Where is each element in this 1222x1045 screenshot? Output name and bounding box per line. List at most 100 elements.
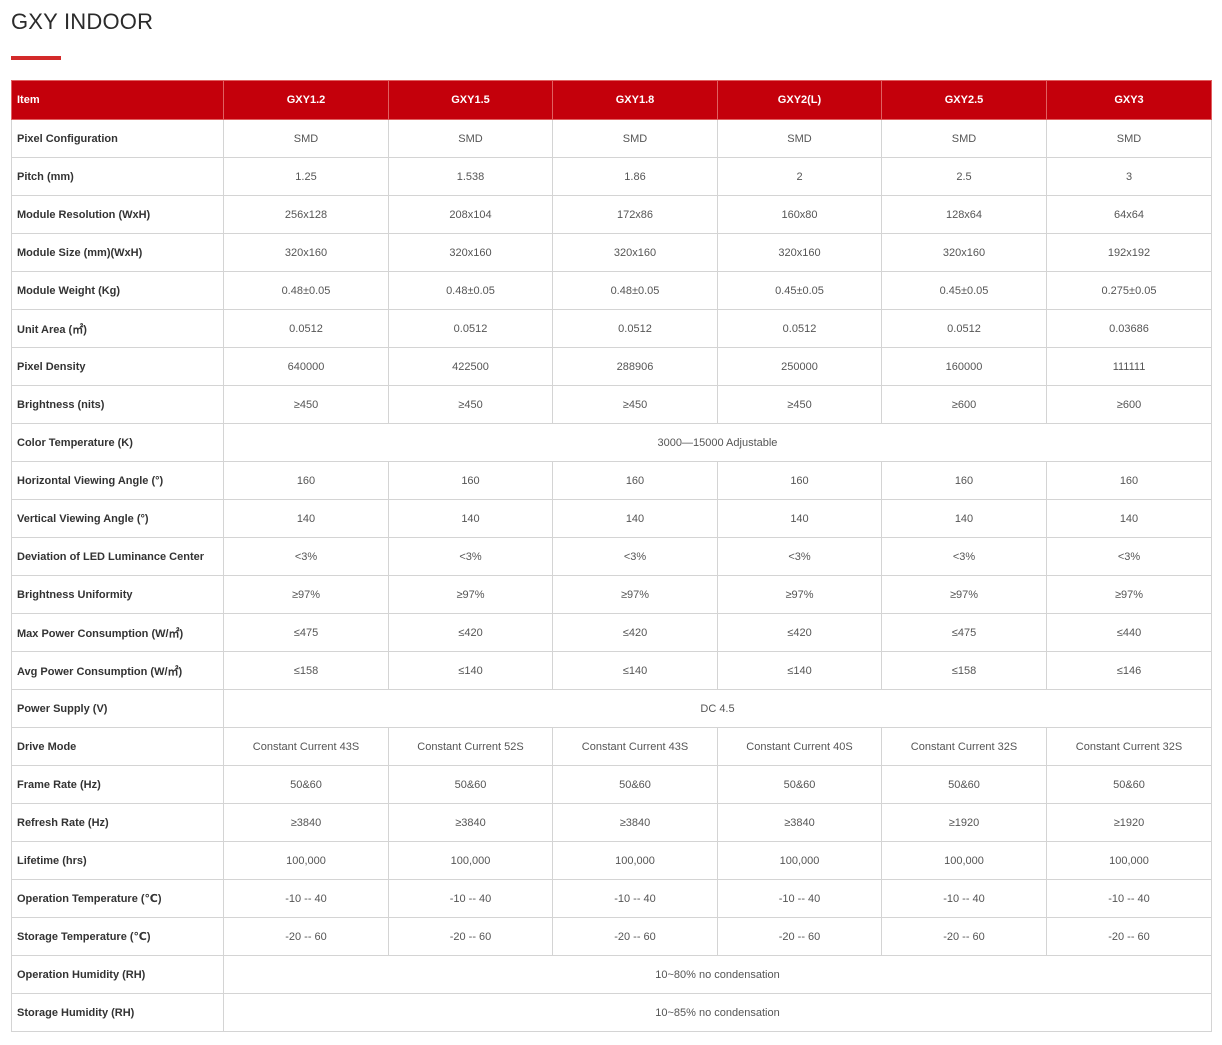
value-cell: 160 <box>717 461 882 500</box>
value-cell: ≤475 <box>223 613 389 652</box>
value-cell: 100,000 <box>881 841 1047 880</box>
row-label: Pitch (mm) <box>11 157 224 196</box>
header-cell-model: GXY1.8 <box>552 80 718 120</box>
value-cell: ≥1920 <box>1046 803 1212 842</box>
value-cell: ≤420 <box>388 613 553 652</box>
value-cell: ≤146 <box>1046 651 1212 690</box>
row-label: Refresh Rate (Hz) <box>11 803 224 842</box>
value-cell: Constant Current 43S <box>552 727 718 766</box>
value-cell: ≤420 <box>717 613 882 652</box>
value-cell: 111111 <box>1046 347 1212 386</box>
value-cell: 172x86 <box>552 195 718 234</box>
table-row: Pitch (mm) 1.25 1.538 1.86 2 2.5 3 <box>11 157 1212 196</box>
value-cell: ≥3840 <box>223 803 389 842</box>
value-cell: SMD <box>881 119 1047 158</box>
value-cell: ≥3840 <box>717 803 882 842</box>
value-cell: 256x128 <box>223 195 389 234</box>
value-cell: 2 <box>717 157 882 196</box>
title-underline <box>11 56 61 60</box>
value-cell: SMD <box>223 119 389 158</box>
table-row: Avg Power Consumption (W/㎡) ≤158 ≤140 ≤140 ≤… <box>11 651 1212 690</box>
table-row: Module Weight (Kg) 0.48±0.05 0.48±0.05 0.48… <box>11 271 1212 310</box>
table-row: Color Temperature (K) 3000—15000 Adjustab… <box>11 423 1212 462</box>
table-row: Vertical Viewing Angle (°) 140 140 140 140 14… <box>11 499 1212 538</box>
value-cell: 50&60 <box>881 765 1047 804</box>
value-cell: 160x80 <box>717 195 882 234</box>
value-cell: <3% <box>881 537 1047 576</box>
value-cell: 140 <box>223 499 389 538</box>
value-cell: Constant Current 32S <box>881 727 1047 766</box>
value-cell: ≤420 <box>552 613 718 652</box>
value-cell: ≥97% <box>388 575 553 614</box>
value-cell: -20 -- 60 <box>552 917 718 956</box>
row-label: Vertical Viewing Angle (°) <box>11 499 224 538</box>
merged-value-cell: 10~80% no condensation <box>223 955 1212 994</box>
value-cell: ≥97% <box>552 575 718 614</box>
value-cell: ≥97% <box>1046 575 1212 614</box>
value-cell: ≥3840 <box>388 803 553 842</box>
header-cell-model: GXY3 <box>1046 80 1212 120</box>
row-label: Lifetime (hrs) <box>11 841 224 880</box>
table-row: Unit Area (㎡) 0.0512 0.0512 0.0512 0.0512 0.0… <box>11 309 1212 348</box>
value-cell: 320x160 <box>717 233 882 272</box>
value-cell: ≤440 <box>1046 613 1212 652</box>
value-cell: 160 <box>1046 461 1212 500</box>
row-label: Brightness Uniformity <box>11 575 224 614</box>
value-cell: 160 <box>388 461 553 500</box>
value-cell: ≥450 <box>223 385 389 424</box>
value-cell: 640000 <box>223 347 389 386</box>
value-cell: 0.275±0.05 <box>1046 271 1212 310</box>
row-label: Unit Area (㎡) <box>11 309 224 348</box>
value-cell: 1.25 <box>223 157 389 196</box>
value-cell: 64x64 <box>1046 195 1212 234</box>
row-label: Pixel Configuration <box>11 119 224 158</box>
value-cell: -10 -- 40 <box>881 879 1047 918</box>
value-cell: ≤140 <box>552 651 718 690</box>
value-cell: 50&60 <box>1046 765 1212 804</box>
value-cell: 0.0512 <box>223 309 389 348</box>
merged-value-cell: 3000—15000 Adjustable <box>223 423 1212 462</box>
spec-table-header: Item GXY1.2 GXY1.5 GXY1.8 GXY2(L) GXY2.5… <box>11 80 1212 120</box>
row-label: Avg Power Consumption (W/㎡) <box>11 651 224 690</box>
value-cell: ≥450 <box>717 385 882 424</box>
row-label: Horizontal Viewing Angle (°) <box>11 461 224 500</box>
table-row: Pixel Configuration SMD SMD SMD SMD SMD SMD <box>11 119 1212 158</box>
value-cell: 320x160 <box>223 233 389 272</box>
value-cell: -10 -- 40 <box>388 879 553 918</box>
value-cell: -20 -- 60 <box>223 917 389 956</box>
value-cell: 320x160 <box>552 233 718 272</box>
table-row: Brightness Uniformity ≥97% ≥97% ≥97% ≥97% ≥97… <box>11 575 1212 614</box>
value-cell: 0.0512 <box>881 309 1047 348</box>
value-cell: 140 <box>881 499 1047 538</box>
value-cell: ≤158 <box>881 651 1047 690</box>
value-cell: 0.0512 <box>388 309 553 348</box>
spec-table-body: Pixel Configuration SMD SMD SMD SMD SMD SMD Pit… <box>11 119 1212 1032</box>
value-cell: Constant Current 52S <box>388 727 553 766</box>
value-cell: Constant Current 40S <box>717 727 882 766</box>
header-cell-model: GXY2(L) <box>717 80 882 120</box>
value-cell: SMD <box>1046 119 1212 158</box>
table-row: Frame Rate (Hz) 50&60 50&60 50&60 50&60 50&60… <box>11 765 1212 804</box>
merged-value-cell: 10~85% no condensation <box>223 993 1212 1032</box>
value-cell: -20 -- 60 <box>1046 917 1212 956</box>
row-label: Drive Mode <box>11 727 224 766</box>
value-cell: 100,000 <box>223 841 389 880</box>
value-cell: 140 <box>388 499 553 538</box>
row-label: Module Size (mm)(WxH) <box>11 233 224 272</box>
value-cell: ≥600 <box>881 385 1047 424</box>
value-cell: 140 <box>717 499 882 538</box>
value-cell: ≤140 <box>717 651 882 690</box>
row-label: Operation Humidity (RH) <box>11 955 224 994</box>
value-cell: 0.0512 <box>717 309 882 348</box>
value-cell: ≥450 <box>552 385 718 424</box>
row-label: Module Weight (Kg) <box>11 271 224 310</box>
value-cell: 0.48±0.05 <box>388 271 553 310</box>
value-cell: 1.538 <box>388 157 553 196</box>
value-cell: SMD <box>388 119 553 158</box>
table-row: Pixel Density 640000 422500 288906 250000 160… <box>11 347 1212 386</box>
table-row: Module Size (mm)(WxH) 320x160 320x160 320x1… <box>11 233 1212 272</box>
value-cell: ≥450 <box>388 385 553 424</box>
merged-value-cell: DC 4.5 <box>223 689 1212 728</box>
value-cell: ≥97% <box>223 575 389 614</box>
value-cell: 3 <box>1046 157 1212 196</box>
